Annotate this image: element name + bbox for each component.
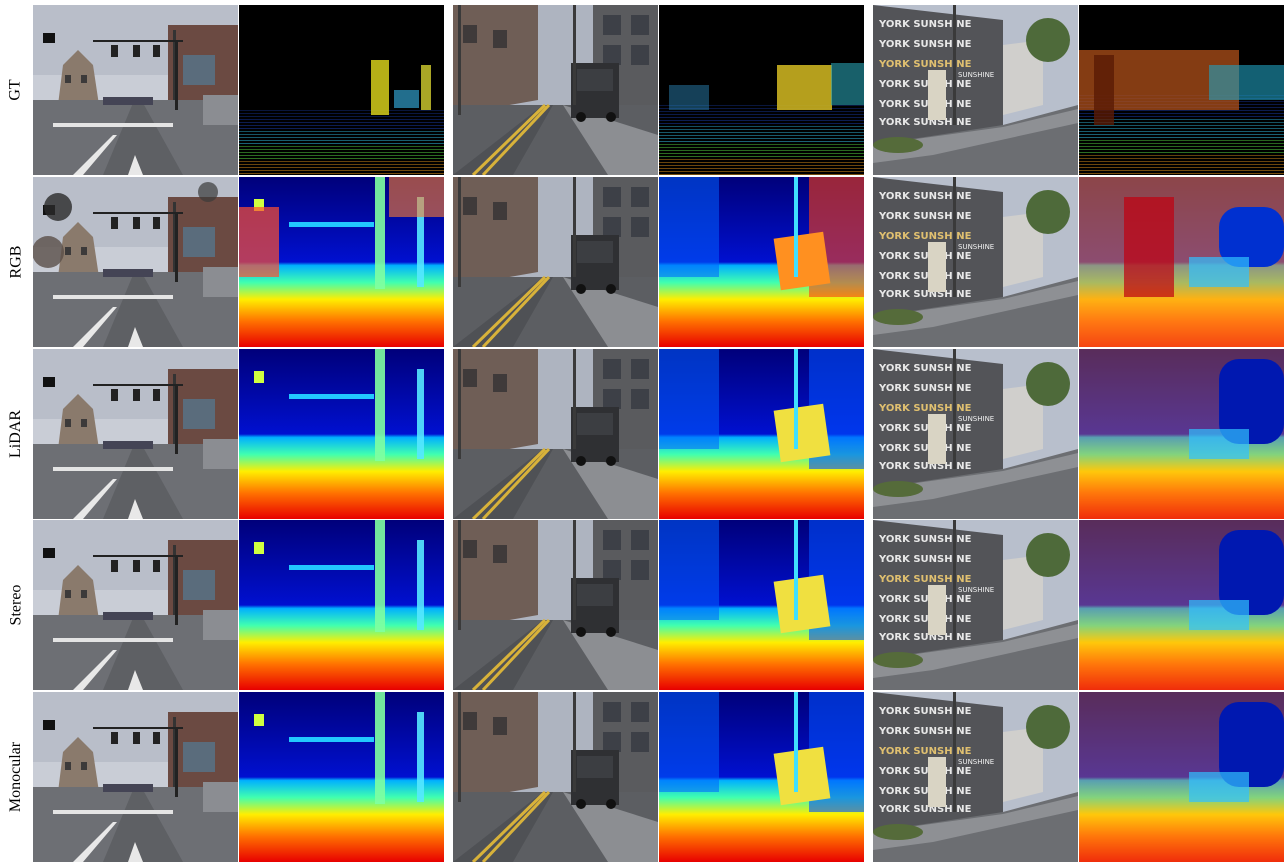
row-label-rgb: RGB <box>0 177 32 347</box>
svg-text:YORK SUNSHINE: YORK SUNSHINE <box>878 594 972 605</box>
scene-2-rgb-image <box>453 177 658 347</box>
scene-3-lidar-image: YORK SUNSHINE YORK SUNSHINE YORK SUNSHIN… <box>873 349 1078 519</box>
svg-text:YORK SUNSHINE: YORK SUNSHINE <box>878 461 972 472</box>
svg-text:YORK SUNSHINE: YORK SUNSHINE <box>878 271 972 282</box>
scene-2-monocular-image <box>453 692 658 862</box>
scene-1-gt-depth-map <box>239 5 444 175</box>
svg-text:YORK SUNSHINE: YORK SUNSHINE <box>878 59 972 70</box>
svg-text:YORK SUNSHINE: YORK SUNSHINE <box>878 554 972 565</box>
scene-1-stereo-image <box>33 520 238 690</box>
row-label-gt: GT <box>0 5 32 175</box>
scene-1-lidar-depth-map <box>239 349 444 519</box>
row-label-text: RGB <box>7 245 24 279</box>
svg-text:YORK SUNSHINE: YORK SUNSHINE <box>878 211 972 222</box>
scene-2-gt-depth-map <box>659 5 864 175</box>
svg-text:YORK SUNSHINE: YORK SUNSHINE <box>878 117 972 128</box>
scene-2-lidar-depth-map <box>659 349 864 519</box>
svg-text:YORK SUNSHINE: YORK SUNSHINE <box>878 632 972 643</box>
row-label-text: GT <box>6 79 24 101</box>
scene-3-stereo-image: YORK SUNSHINE YORK SUNSHINE YORK SUNSHIN… <box>873 520 1078 690</box>
svg-text:YORK SUNSHINE: YORK SUNSHINE <box>878 363 972 374</box>
svg-text:YORK SUNSHINE: YORK SUNSHINE <box>878 726 972 737</box>
svg-text:YORK SUNSHINE: YORK SUNSHINE <box>878 614 972 625</box>
scene-2-gt-image <box>453 5 658 175</box>
svg-text:SUNSHINE: SUNSHINE <box>958 243 994 251</box>
svg-text:YORK SUNSHINE: YORK SUNSHINE <box>878 786 972 797</box>
svg-text:YORK SUNSHINE: YORK SUNSHINE <box>878 534 972 545</box>
scene-3-lidar-depth-map <box>1079 349 1284 519</box>
scene-1-lidar-image <box>33 349 238 519</box>
row-label-monocular: Monocular <box>0 692 32 862</box>
svg-text:YORK SUNSHINE: YORK SUNSHINE <box>878 403 972 414</box>
svg-text:YORK SUNSHINE: YORK SUNSHINE <box>878 706 972 717</box>
scene-3-stereo-depth-map <box>1079 520 1284 690</box>
scene-3-gt-depth-map <box>1079 5 1284 175</box>
scene-1-monocular-depth-map <box>239 692 444 862</box>
scene-2-lidar-image <box>453 349 658 519</box>
scene-2-stereo-depth-map <box>659 520 864 690</box>
row-label-text: Stereo <box>7 584 24 626</box>
svg-text:SUNSHINE: SUNSHINE <box>958 758 994 766</box>
scene-3-rgb-image: YORK SUNSHINE YORK SUNSHINE YORK SUNSHIN… <box>873 177 1078 347</box>
svg-text:YORK SUNSHINE: YORK SUNSHINE <box>878 574 972 585</box>
scene-1-rgb-image <box>33 177 238 347</box>
svg-text:YORK SUNSHINE: YORK SUNSHINE <box>878 99 972 110</box>
row-label-lidar: LiDAR <box>0 349 32 519</box>
svg-text:SUNSHINE: SUNSHINE <box>958 71 994 79</box>
scene-1-gt-image <box>33 5 238 175</box>
svg-text:YORK SUNSHINE: YORK SUNSHINE <box>878 231 972 242</box>
svg-text:YORK SUNSHINE: YORK SUNSHINE <box>878 804 972 815</box>
scene-1-monocular-image <box>33 692 238 862</box>
svg-text:YORK SUNSHINE: YORK SUNSHINE <box>878 251 972 262</box>
scene-1-stereo-depth-map <box>239 520 444 690</box>
row-label-stereo: Stereo <box>0 520 32 690</box>
svg-text:YORK SUNSHINE: YORK SUNSHINE <box>878 383 972 394</box>
scene-1-rgb-depth-map <box>239 177 444 347</box>
row-label-text: Monocular <box>7 741 25 813</box>
svg-text:YORK SUNSHINE: YORK SUNSHINE <box>878 443 972 454</box>
scene-3-monocular-image: YORK SUNSHINE YORK SUNSHINE YORK SUNSHIN… <box>873 692 1078 862</box>
svg-text:SUNSHINE: SUNSHINE <box>958 415 994 423</box>
scene-2-monocular-depth-map <box>659 692 864 862</box>
svg-text:YORK SUNSHINE: YORK SUNSHINE <box>878 746 972 757</box>
svg-text:YORK SUNSHINE: YORK SUNSHINE <box>878 39 972 50</box>
scene-3-rgb-depth-map <box>1079 177 1284 347</box>
svg-text:YORK SUNSHINE: YORK SUNSHINE <box>878 423 972 434</box>
svg-text:YORK SUNSHINE: YORK SUNSHINE <box>878 79 972 90</box>
row-label-text: LiDAR <box>7 410 24 458</box>
scene-2-rgb-depth-map <box>659 177 864 347</box>
svg-text:YORK SUNSHINE: YORK SUNSHINE <box>878 766 972 777</box>
svg-text:YORK SUNSHINE: YORK SUNSHINE <box>878 19 972 30</box>
svg-text:SUNSHINE: SUNSHINE <box>958 586 994 594</box>
svg-text:YORK SUNSHINE: YORK SUNSHINE <box>878 191 972 202</box>
scene-3-gt-image: YORK SUNSHINE YORK SUNSHINE YORK SUNSHIN… <box>873 5 1078 175</box>
scene-3-monocular-depth-map <box>1079 692 1284 862</box>
svg-text:YORK SUNSHINE: YORK SUNSHINE <box>878 289 972 300</box>
scene-2-stereo-image <box>453 520 658 690</box>
